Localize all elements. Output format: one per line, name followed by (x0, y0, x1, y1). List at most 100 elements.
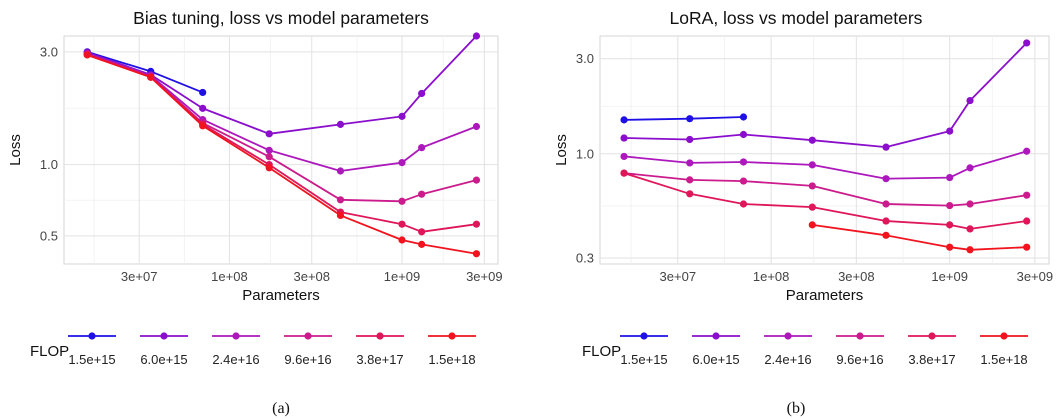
data-point-a-1 (472, 32, 481, 40)
data-point-b-2 (1023, 147, 1031, 155)
legend-swatch-point-b-1 (712, 332, 720, 340)
legend-swatch-point-a-2 (232, 332, 240, 340)
data-point-a-1 (199, 104, 207, 112)
x-tick-label-b: 3e+08 (838, 269, 875, 284)
data-point-a-1 (265, 130, 273, 138)
data-point-b-1 (1023, 39, 1031, 47)
data-point-b-0 (686, 115, 694, 123)
data-point-a-1 (398, 112, 406, 120)
chart-b: LoRA, loss vs model parameters 3e+07 1e+08… (553, 8, 1053, 417)
data-point-b-3 (882, 200, 890, 208)
data-point-b-3 (966, 200, 974, 208)
data-point-a-2 (265, 146, 273, 154)
x-tick-label-a: 3e+09 (466, 269, 503, 284)
data-point-a-3 (398, 197, 406, 205)
legend-swatch-point-a-4 (376, 332, 384, 340)
legend-label-b-3: 9.6e+16 (836, 352, 883, 367)
data-point-b-2 (739, 158, 748, 166)
series-line-b-2 (623, 150, 1027, 180)
legend-label-a-5: 1.5e+18 (428, 352, 475, 367)
data-point-a-2 (472, 122, 481, 131)
legend-label-b-2: 2.4e+16 (764, 352, 811, 367)
data-point-a-2 (418, 144, 426, 152)
data-point-b-2 (620, 152, 628, 161)
data-point-b-3 (739, 177, 748, 185)
x-axis-label-a: Parameters (242, 287, 320, 304)
y-tick-label-a: 0.5 (40, 228, 58, 243)
data-point-b-2 (946, 173, 954, 182)
x-tick-label-b: 1e+08 (753, 269, 790, 284)
data-point-b-2 (686, 159, 694, 167)
data-point-b-3 (946, 201, 954, 210)
panel-caption-b: (b) (787, 400, 806, 417)
x-tick-label-a: 1e+08 (211, 269, 248, 284)
data-point-b-4 (620, 169, 628, 177)
legend-title-b: FLOP (582, 343, 621, 360)
legend-label-a-1: 6.0e+15 (140, 352, 187, 367)
data-point-b-4 (946, 221, 954, 229)
x-tick-label-a: 3e+08 (294, 269, 331, 284)
data-point-b-4 (739, 200, 748, 208)
legend-swatch-point-a-0 (88, 332, 96, 340)
plot-area-b (599, 35, 1050, 265)
data-point-a-1 (418, 89, 426, 98)
data-point-a-2 (398, 159, 406, 167)
data-point-b-1 (808, 136, 816, 144)
data-point-b-1 (739, 130, 748, 139)
data-point-b-5 (966, 246, 974, 254)
data-point-b-2 (882, 175, 890, 183)
legend-label-b-5: 1.5e+18 (980, 352, 1027, 367)
data-point-a-5 (398, 236, 406, 244)
data-point-b-5 (808, 221, 816, 229)
data-point-a-5 (199, 122, 207, 130)
data-point-b-4 (808, 203, 816, 211)
legend-swatch-point-b-3 (856, 332, 864, 340)
data-point-b-2 (966, 164, 974, 172)
data-point-a-3 (336, 196, 345, 204)
data-point-a-4 (398, 220, 406, 228)
data-point-a-4 (472, 220, 481, 228)
x-tick-label-b: 3e+09 (1017, 269, 1054, 284)
legend-swatch-point-b-5 (1000, 332, 1008, 340)
x-tick-label-b: 1e+09 (931, 269, 968, 284)
series-line-a-1 (86, 35, 478, 135)
data-point-b-4 (1023, 217, 1031, 225)
x-tick-label-b: 3e+07 (660, 269, 697, 284)
data-point-b-1 (882, 143, 890, 151)
data-point-b-4 (882, 217, 890, 225)
data-point-b-2 (808, 161, 816, 169)
y-tick-label-a: 1.0 (40, 157, 58, 172)
data-point-b-3 (686, 176, 694, 184)
data-point-b-5 (946, 243, 954, 251)
legend-swatch-point-a-3 (304, 332, 312, 340)
legend-label-b-0: 1.5e+15 (620, 352, 667, 367)
data-point-b-3 (1023, 191, 1031, 199)
data-point-b-0 (739, 113, 748, 121)
y-tick-label-b: 3.0 (576, 51, 594, 66)
data-point-a-5 (472, 250, 481, 258)
data-point-a-0 (199, 88, 207, 97)
legend-label-b-1: 6.0e+15 (692, 352, 739, 367)
data-point-b-1 (946, 127, 954, 135)
plot-area-a (63, 35, 499, 265)
data-point-b-5 (882, 231, 890, 239)
y-tick-label-b: 1.0 (576, 146, 594, 161)
data-point-a-5 (418, 240, 426, 248)
data-point-b-1 (686, 135, 694, 144)
data-point-a-5 (147, 73, 155, 81)
legend-label-a-3: 9.6e+16 (284, 352, 331, 367)
panel-caption-a: (a) (272, 400, 290, 417)
data-point-a-3 (265, 153, 273, 161)
data-point-a-4 (418, 228, 426, 236)
data-point-b-4 (966, 225, 974, 233)
series-line-a-2 (86, 52, 477, 172)
x-axis-label-b: Parameters (786, 287, 864, 304)
data-point-b-4 (686, 190, 694, 198)
y-tick-label-b: 0.3 (576, 251, 594, 266)
data-point-a-1 (336, 120, 345, 128)
data-point-b-1 (966, 96, 974, 105)
y-tick-label-a: 3.0 (40, 44, 58, 59)
data-point-b-5 (1023, 243, 1031, 251)
series-line-b-1 (623, 42, 1028, 149)
